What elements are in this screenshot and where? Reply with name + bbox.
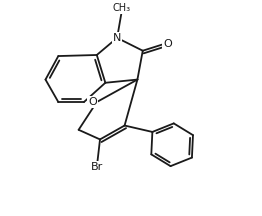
Text: O: O xyxy=(163,39,172,49)
Text: Br: Br xyxy=(91,162,103,172)
Text: O: O xyxy=(88,97,97,107)
Text: N: N xyxy=(113,33,121,43)
Text: CH₃: CH₃ xyxy=(112,3,130,13)
